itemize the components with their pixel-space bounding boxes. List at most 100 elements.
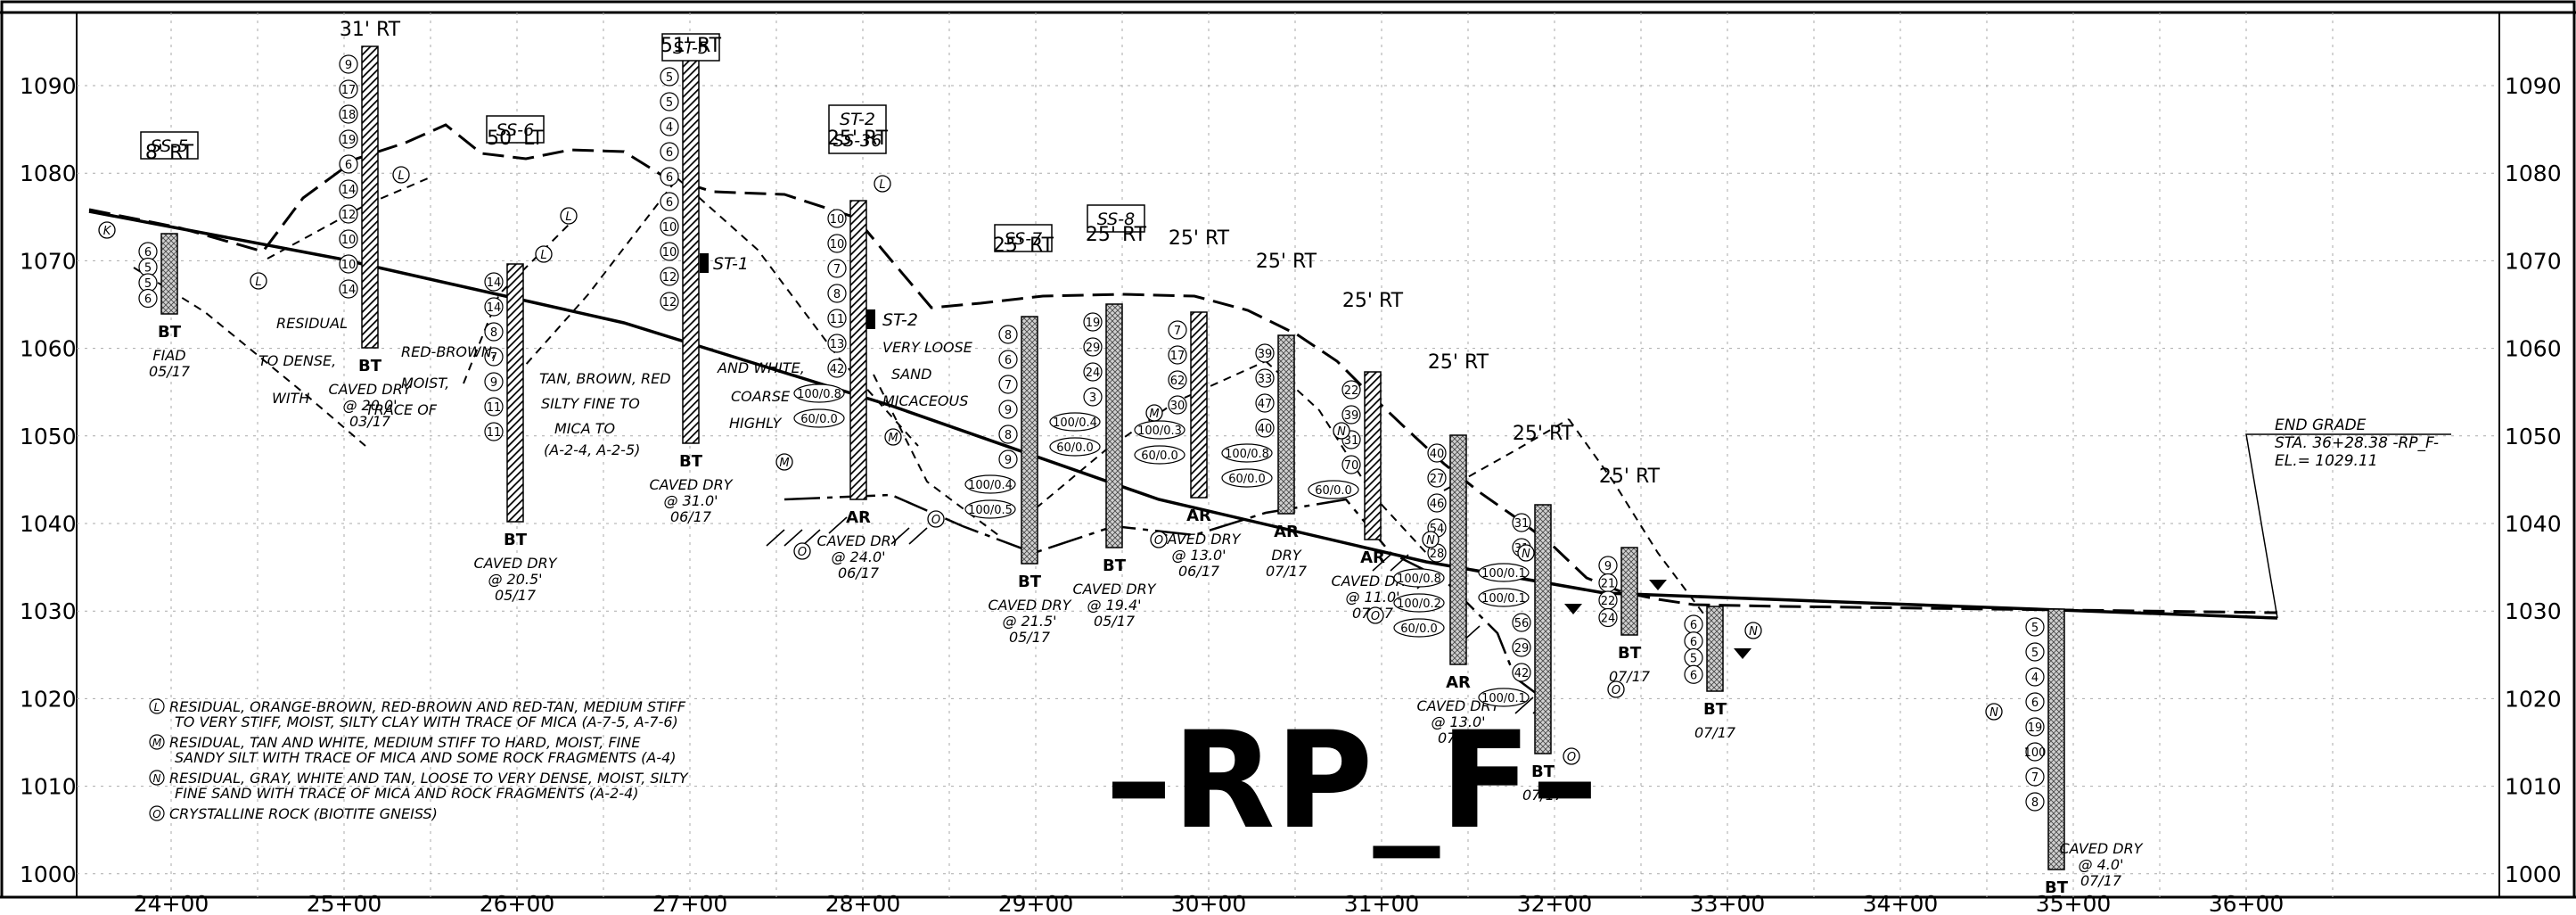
n-value: 100/0.1 bbox=[1481, 692, 1526, 705]
n-value-marker bbox=[2025, 717, 2045, 737]
n-value: 6 bbox=[1690, 619, 1697, 632]
n-value: 5 bbox=[144, 262, 152, 276]
n-value-marker bbox=[1427, 493, 1447, 513]
n-value-marker bbox=[1049, 412, 1101, 432]
strata-note: HIGHLY bbox=[729, 415, 783, 432]
n-value-marker bbox=[1221, 443, 1273, 463]
boring-bottom-label: AR bbox=[1186, 507, 1211, 525]
n-value-marker bbox=[1478, 688, 1530, 707]
n-value-marker bbox=[1512, 513, 1531, 532]
n-value: 31 bbox=[1344, 434, 1359, 448]
n-value-marker bbox=[793, 383, 845, 403]
boring-bottom-label: BT bbox=[504, 531, 528, 549]
boring: 25' RT 9 21 22 24 BT 07/17 bbox=[1598, 466, 1661, 685]
n-value: 33 bbox=[1258, 373, 1273, 386]
n-value: 28 bbox=[1430, 548, 1445, 561]
n-value: 60/0.0 bbox=[1400, 622, 1438, 636]
station-labels: 24+00 25+00 26+00 27+00 28+00 29+00 30+00 31+00… bbox=[134, 891, 2285, 915]
boring-offset: 25' RT bbox=[1599, 466, 1661, 488]
n-value-marker bbox=[339, 104, 358, 124]
elevation-label-left: 1030 bbox=[20, 598, 77, 624]
boring-offset: 51' RT bbox=[660, 35, 722, 57]
n-value-marker bbox=[1393, 568, 1445, 588]
n-value: 62 bbox=[1170, 375, 1185, 388]
n-value-marker bbox=[339, 79, 358, 99]
n-value-marker bbox=[660, 267, 679, 286]
n-value-marker bbox=[998, 400, 1018, 419]
n-value: 9 bbox=[1005, 454, 1012, 467]
n-value: 42 bbox=[830, 363, 845, 376]
legend-item: O CRYSTALLINE ROCK (BIOTITE GNEISS) bbox=[149, 805, 438, 822]
boring-column bbox=[1364, 371, 1382, 540]
boring-bottom-label: BT bbox=[1103, 556, 1127, 575]
boring-note: CAVED DRY bbox=[474, 555, 558, 572]
boring-tag: SS-36 bbox=[833, 131, 882, 151]
stratum-mark: N bbox=[1985, 703, 2003, 721]
stratum-mark: N bbox=[1422, 531, 1440, 548]
n-value: 47 bbox=[1258, 398, 1273, 411]
elevation-label-right: 1020 bbox=[2505, 686, 2562, 712]
boring: SS-825' RT 19 29 24 3 100/0.4 60/0.0 BT CAVED DR… bbox=[1049, 204, 1157, 630]
legend-mark: O bbox=[152, 808, 160, 820]
strata-note: VERY LOOSE bbox=[882, 339, 973, 356]
boring-offset: 25' RT bbox=[827, 128, 889, 150]
strata-note: MOIST, bbox=[401, 375, 449, 392]
n-value-marker bbox=[827, 209, 847, 228]
boring-tag-box bbox=[828, 104, 887, 154]
boring-bottom-label: BT bbox=[1703, 700, 1727, 719]
boring-note: @ 20.5' bbox=[488, 571, 542, 588]
n-value-marker bbox=[964, 499, 1016, 519]
boring-note: 07/17 bbox=[1609, 668, 1651, 685]
n-value-marker bbox=[484, 272, 504, 292]
stratum-mark: L bbox=[250, 272, 267, 290]
n-value-marker bbox=[1512, 638, 1531, 657]
boring-note: CAVED DRY bbox=[1073, 581, 1157, 598]
n-value-marker bbox=[998, 425, 1018, 444]
n-value: 42 bbox=[1514, 667, 1530, 680]
strata-note: WITH bbox=[272, 390, 309, 407]
n-value-marker bbox=[1478, 588, 1530, 607]
svg-text:L: L bbox=[565, 210, 571, 224]
strata-note: TO DENSE, bbox=[258, 352, 336, 369]
n-value: 5 bbox=[666, 96, 673, 110]
strata-note: RESIDUAL bbox=[276, 315, 348, 332]
n-value-marker bbox=[1393, 618, 1445, 638]
boring-tag-box bbox=[1087, 204, 1145, 233]
n-value: 10 bbox=[662, 221, 677, 235]
svg-text:O: O bbox=[931, 514, 940, 527]
station-label: 30+00 bbox=[1171, 891, 1247, 915]
boring-column bbox=[682, 58, 700, 444]
stratum-mark: O bbox=[1607, 680, 1625, 698]
boring: 25' RT4027465428100/0.8100/0.260/0.0ARCA… bbox=[1393, 351, 1501, 746]
n-value-marker bbox=[964, 474, 1016, 494]
boring-note: 06/17 bbox=[1178, 563, 1220, 580]
boring-note: 05/17 bbox=[149, 363, 191, 380]
boring-offset: 50' LT bbox=[487, 128, 544, 150]
boring-note: 05/17 bbox=[1094, 613, 1136, 630]
n-value-marker bbox=[1255, 343, 1275, 363]
boring-column bbox=[1620, 547, 1638, 636]
boring-column bbox=[1190, 311, 1208, 499]
station-label: 27+00 bbox=[652, 891, 728, 915]
boring-tag-box bbox=[486, 115, 545, 144]
svg-text:N: N bbox=[1522, 548, 1530, 561]
n-value-marker bbox=[1478, 563, 1530, 582]
boring-bottom-label: BT bbox=[358, 357, 382, 375]
sample-markers: ST-1 ST-2 bbox=[700, 253, 918, 330]
boring-note: 07/17 bbox=[1522, 787, 1564, 804]
elevation-label-left: 1010 bbox=[20, 774, 77, 800]
station-label: 31+00 bbox=[1344, 891, 1420, 915]
stratum-mark: L bbox=[560, 207, 578, 225]
boring: 25' RT3131100/0.1100/0.1562942100/0.1BT0… bbox=[1478, 423, 1574, 804]
strata-note: RED-BROWN, bbox=[401, 343, 496, 360]
boring-offset: 25' RT bbox=[1342, 290, 1404, 312]
stratum-mark: K bbox=[98, 221, 116, 239]
n-value-marker bbox=[998, 325, 1018, 344]
existing-ground-line bbox=[88, 123, 2278, 614]
boring-bottom-label: BT bbox=[1618, 644, 1642, 663]
n-value: 12 bbox=[662, 271, 677, 284]
stratum-mark: O bbox=[1366, 606, 1384, 624]
n-value: 9 bbox=[1604, 560, 1612, 573]
